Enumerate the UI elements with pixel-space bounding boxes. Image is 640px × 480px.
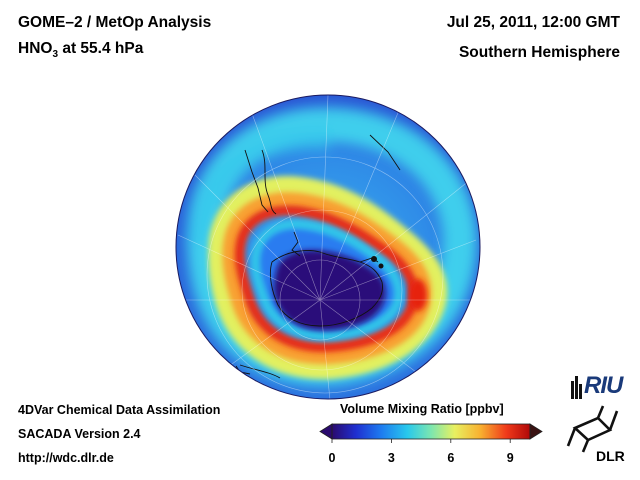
colorbar-max-arrow <box>529 423 543 440</box>
riu-logo-mark <box>571 376 582 399</box>
credit-method: 4DVar Chemical Data Assimilation <box>18 403 221 417</box>
dlr-logo: DLR <box>596 448 625 464</box>
credit-url: http://wdc.dlr.de <box>18 451 114 465</box>
credit-version: SACADA Version 2.4 <box>18 427 141 441</box>
dlr-logo-mark <box>566 405 619 453</box>
colorbar-tick-label: 9 <box>506 451 514 465</box>
colorbar-gradient <box>332 424 530 439</box>
globe <box>176 95 480 399</box>
title-product: GOME–2 / MetOp Analysis <box>18 14 212 31</box>
colorbar-tick-marks <box>331 439 511 443</box>
title-species-level: HNO3 at 55.4 hPa <box>18 40 143 60</box>
species-subscript: 3 <box>52 49 59 61</box>
colorbar-tick-label: 3 <box>387 451 395 465</box>
colorbar-tick-label: 0 <box>328 451 336 465</box>
title-datetime: Jul 25, 2011, 12:00 GMT <box>446 14 620 31</box>
pressure-level: at 55.4 hPa <box>58 40 144 57</box>
title-hemisphere: Southern Hemisphere <box>458 44 620 61</box>
colorbar-min-arrow <box>319 423 333 440</box>
colorbar-title: Volume Mixing Ratio [ppbv] <box>340 402 504 416</box>
species-name: HNO <box>18 40 53 57</box>
colorbar-tick-label: 6 <box>447 451 455 465</box>
riu-logo: RIU <box>584 372 623 399</box>
colorbar <box>319 423 543 443</box>
